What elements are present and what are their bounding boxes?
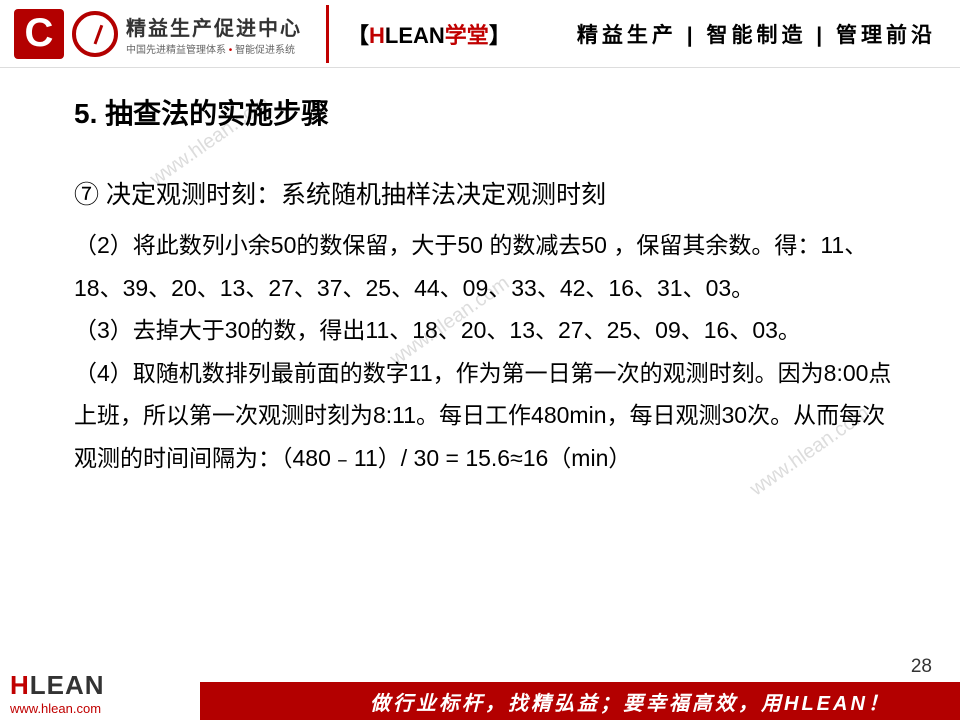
logo-block: C 精益生产促进中心 中国先进精益管理体系 • 智能促进系统 — [0, 9, 302, 59]
footer-slogan-bar: 做行业标杆，找精弘益；要幸福高效，用HLEAN！ — [200, 682, 960, 720]
logo-circle-icon — [72, 11, 118, 57]
slide-header: C 精益生产促进中心 中国先进精益管理体系 • 智能促进系统 【HLEAN学堂】… — [0, 0, 960, 68]
logo-c-icon: C — [14, 9, 64, 59]
footer-logo: HLEAN — [10, 670, 105, 701]
footer-left: HLEAN www.hlean.com — [10, 670, 105, 716]
header-divider — [326, 5, 329, 63]
section-title: 5. 抽查法的实施步骤 — [74, 92, 900, 132]
slide-content: 5. 抽查法的实施步骤 ⑦ 决定观测时刻：系统随机抽样法决定观测时刻 （2）将此… — [0, 68, 960, 480]
lead-line: ⑦ 决定观测时刻：系统随机抽样法决定观测时刻 — [74, 172, 900, 218]
logo-main-text: 精益生产促进中心 — [126, 12, 302, 41]
paragraph-4: （4）取随机数排列最前面的数字11，作为第一日第一次的观测时刻。因为8:00点上… — [74, 352, 900, 480]
header-right-tags: 精益生产 | 智能制造 | 管理前沿 — [577, 19, 936, 49]
slide-footer: HLEAN www.hlean.com 做行业标杆，找精弘益；要幸福高效，用HL… — [0, 672, 960, 720]
paragraph-2: （2）将此数列小余50的数保留，大于50 的数减去50 ，保留其余数。得：11、… — [74, 224, 900, 309]
header-center-brand: 【HLEAN学堂】 — [347, 18, 511, 50]
logo-sub-text: 中国先进精益管理体系 • 智能促进系统 — [126, 41, 302, 56]
logo-text: 精益生产促进中心 中国先进精益管理体系 • 智能促进系统 — [126, 12, 302, 56]
paragraph-3: （3）去掉大于30的数，得出11、18、20、13、27、25、09、16、03… — [74, 309, 900, 352]
footer-url: www.hlean.com — [10, 701, 101, 716]
